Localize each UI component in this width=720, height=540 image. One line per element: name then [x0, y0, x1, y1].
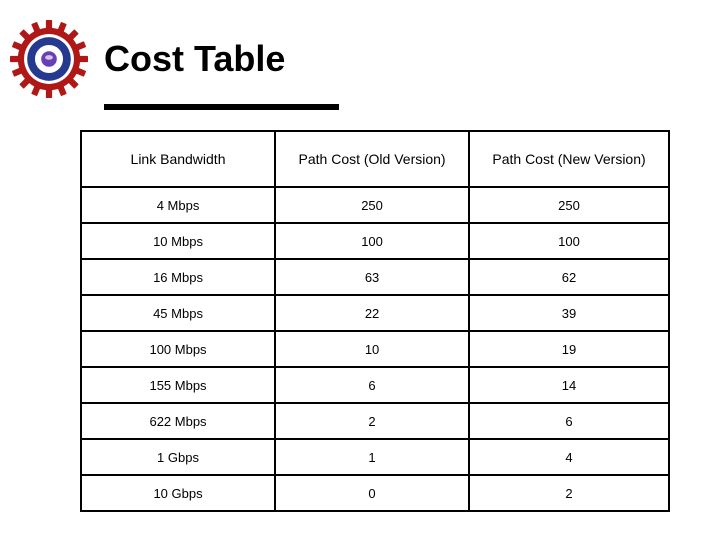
gear-icon: [10, 20, 88, 98]
cell: 2: [275, 403, 469, 439]
cell: 10 Mbps: [81, 223, 275, 259]
cell: 250: [275, 187, 469, 223]
cell: 1: [275, 439, 469, 475]
table-row: 1 Gbps 1 4: [81, 439, 669, 475]
col-header: Path Cost (Old Version): [275, 131, 469, 187]
cell: 19: [469, 331, 669, 367]
cell: 16 Mbps: [81, 259, 275, 295]
cell: 622 Mbps: [81, 403, 275, 439]
cell: 10 Gbps: [81, 475, 275, 511]
cell: 62: [469, 259, 669, 295]
table-body: 4 Mbps 250 250 10 Mbps 100 100 16 Mbps 6…: [81, 187, 669, 511]
cell: 2: [469, 475, 669, 511]
cell: 6: [469, 403, 669, 439]
cell: 250: [469, 187, 669, 223]
cell: 1 Gbps: [81, 439, 275, 475]
cell: 100 Mbps: [81, 331, 275, 367]
cost-table-container: Link Bandwidth Path Cost (Old Version) P…: [0, 110, 720, 512]
cost-table: Link Bandwidth Path Cost (Old Version) P…: [80, 130, 670, 512]
cell: 63: [275, 259, 469, 295]
cell: 10: [275, 331, 469, 367]
institution-logo: [10, 20, 88, 98]
cell: 45 Mbps: [81, 295, 275, 331]
col-header: Link Bandwidth: [81, 131, 275, 187]
cell: 4: [469, 439, 669, 475]
table-row: 45 Mbps 22 39: [81, 295, 669, 331]
cell: 22: [275, 295, 469, 331]
table-row: 155 Mbps 6 14: [81, 367, 669, 403]
table-row: 622 Mbps 2 6: [81, 403, 669, 439]
table-row: 10 Mbps 100 100: [81, 223, 669, 259]
page-title: Cost Table: [104, 38, 285, 80]
cell: 155 Mbps: [81, 367, 275, 403]
table-row: 10 Gbps 0 2: [81, 475, 669, 511]
cell: 14: [469, 367, 669, 403]
col-header: Path Cost (New Version): [469, 131, 669, 187]
cell: 0: [275, 475, 469, 511]
table-row: 16 Mbps 63 62: [81, 259, 669, 295]
table-row: 100 Mbps 10 19: [81, 331, 669, 367]
cell: 100: [275, 223, 469, 259]
cell: 4 Mbps: [81, 187, 275, 223]
table-row: 4 Mbps 250 250: [81, 187, 669, 223]
cell: 100: [469, 223, 669, 259]
cell: 6: [275, 367, 469, 403]
table-header-row: Link Bandwidth Path Cost (Old Version) P…: [81, 131, 669, 187]
cell: 39: [469, 295, 669, 331]
slide-header: Cost Table: [0, 0, 720, 108]
